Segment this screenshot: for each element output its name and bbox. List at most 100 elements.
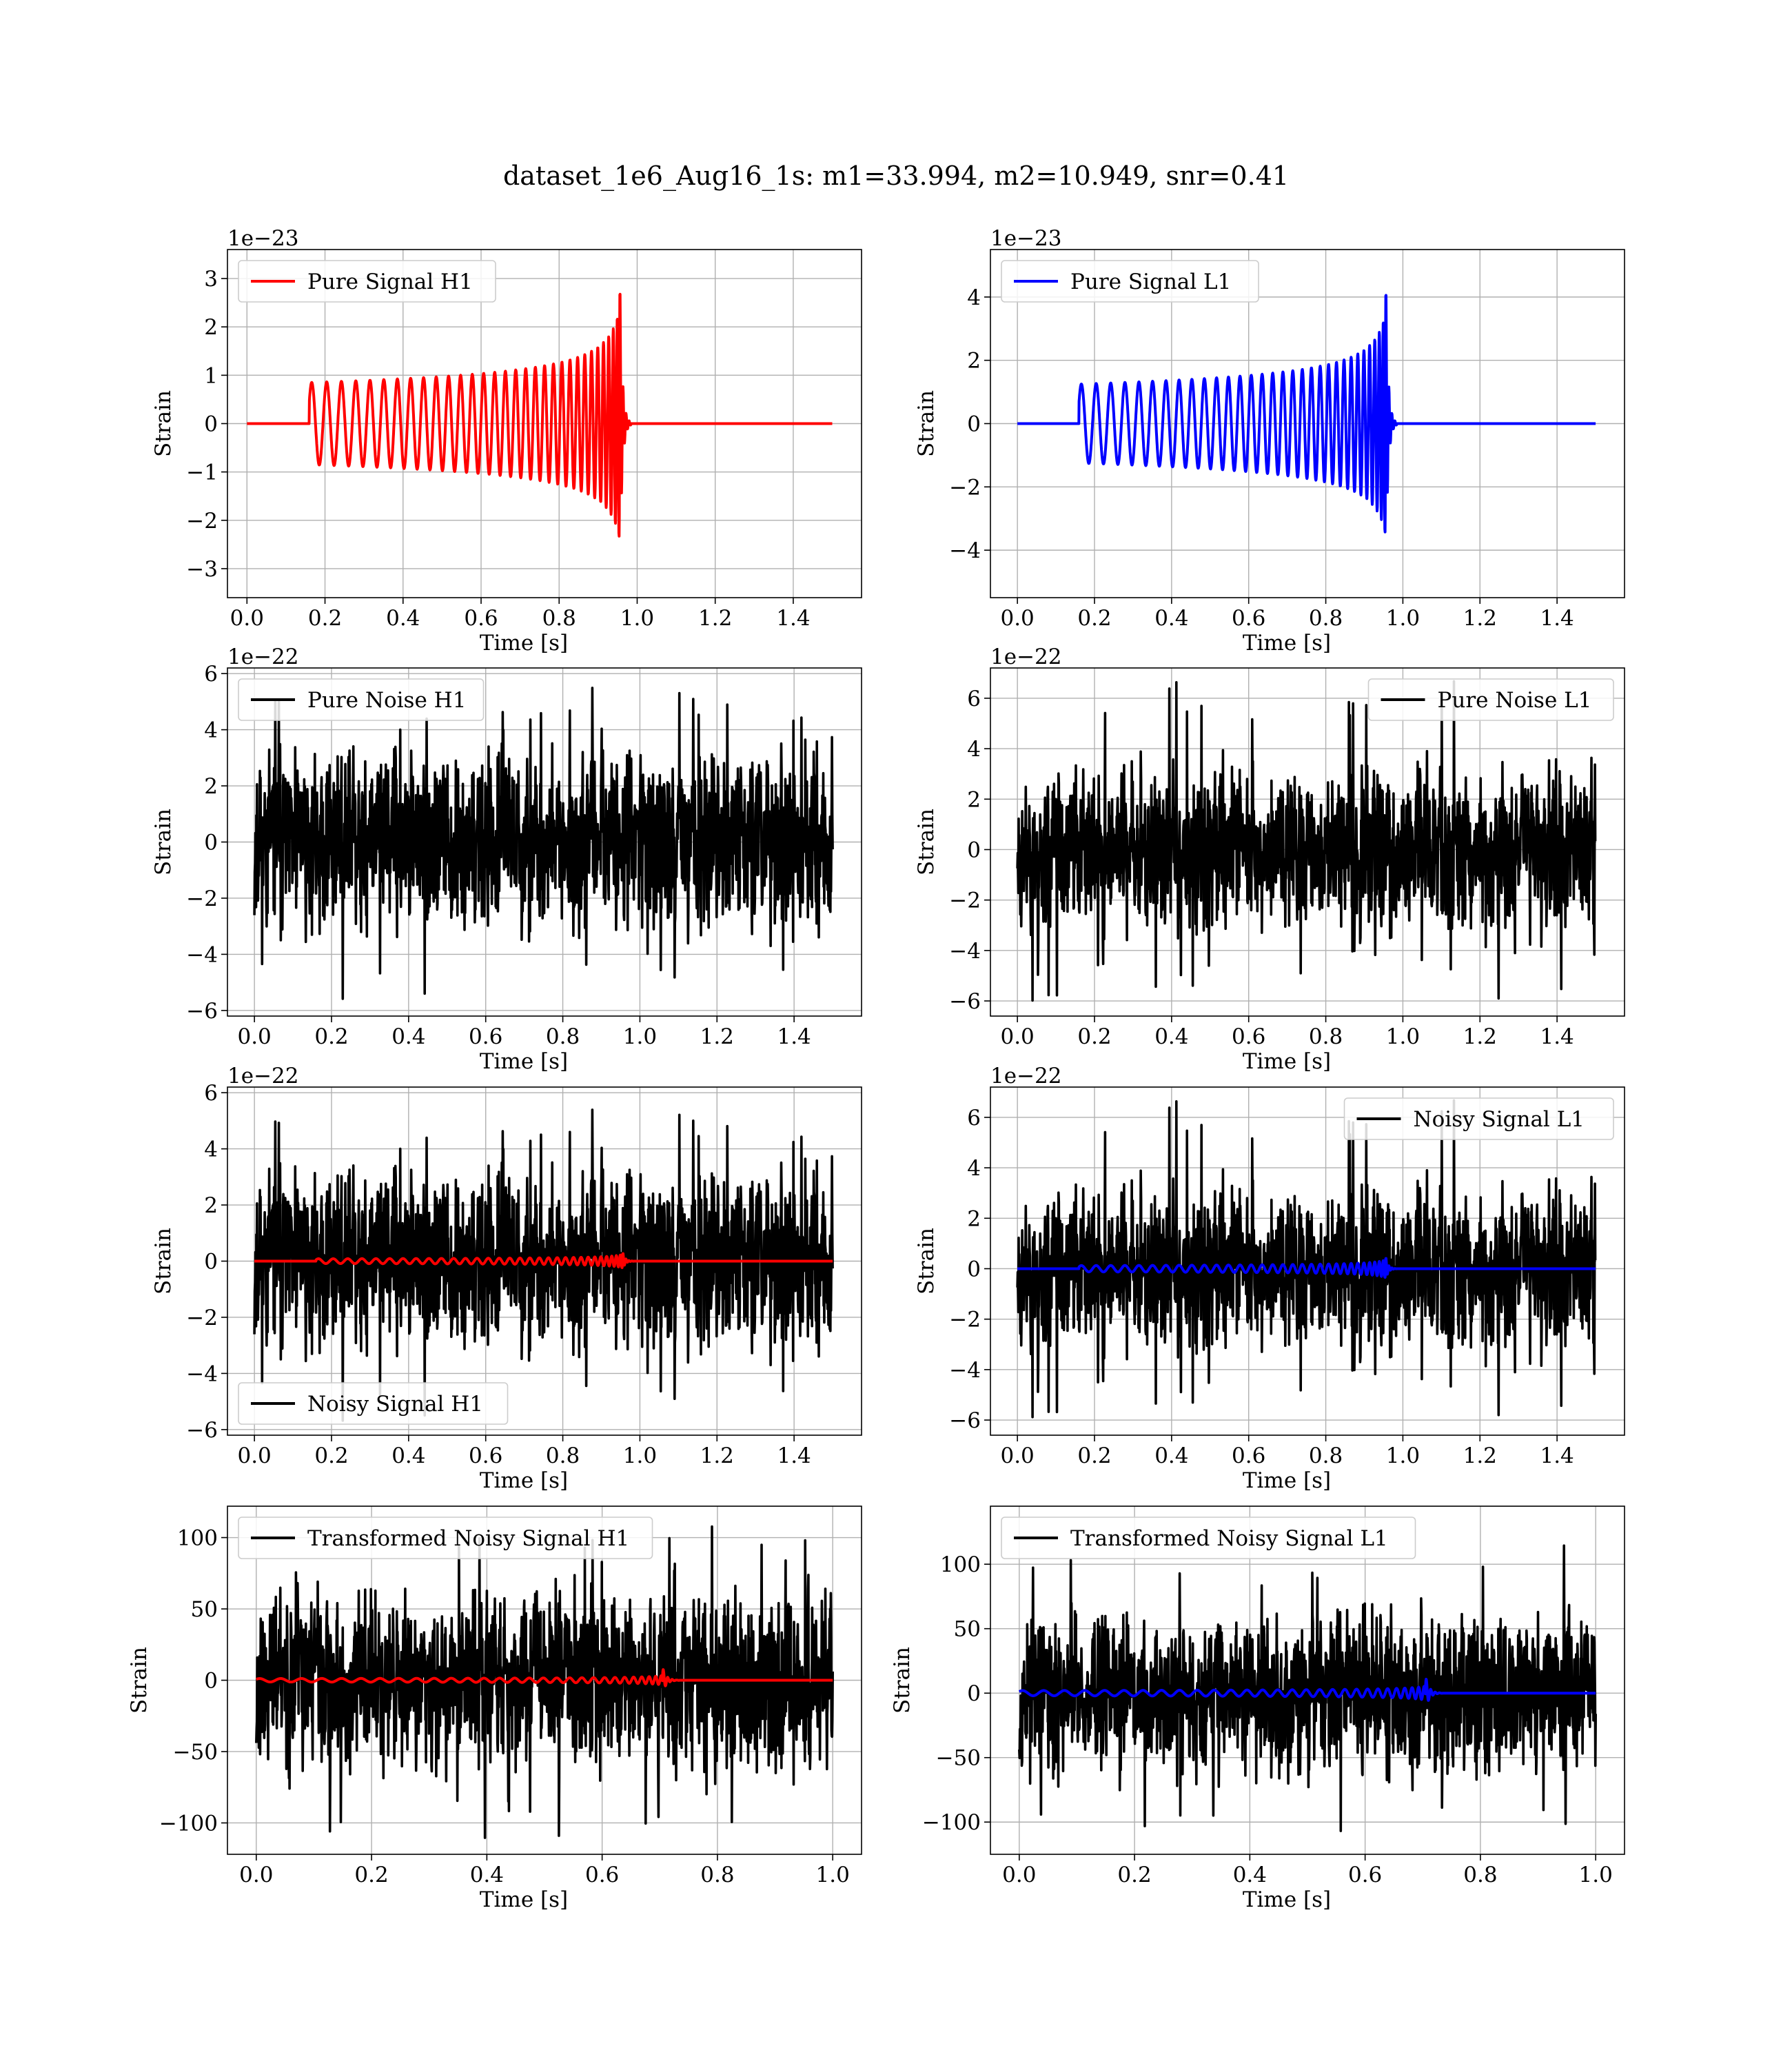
legend-box [238, 678, 485, 721]
y-tick-label: 2 [967, 1206, 981, 1231]
series-line-overlay-1 [1016, 1257, 1597, 1279]
x-axis-label: Time [s] [1243, 1049, 1331, 1074]
series-line-pure-signal-h1 [245, 292, 834, 538]
x-tick-label: 0.6 [469, 1024, 502, 1049]
x-tick-label: 0.4 [470, 1863, 504, 1887]
x-tick-label: 0.0 [1000, 1443, 1034, 1468]
y-tick-label: −2 [186, 509, 218, 534]
axes-frame [990, 1506, 1625, 1855]
x-tick-label: 0.2 [354, 1863, 388, 1887]
x-tick-label: 1.4 [777, 1443, 811, 1468]
y-tick-label: 6 [204, 1081, 218, 1106]
y-tick-label: −2 [186, 886, 218, 911]
y-axis-label: Strain [127, 1647, 152, 1714]
x-tick-label: 1.4 [1540, 1024, 1574, 1049]
y-tick-label: 2 [967, 787, 981, 812]
x-tick-label: 0.8 [546, 1024, 580, 1049]
legend: Transformed Noisy Signal H1 [238, 1517, 653, 1559]
y-tick-label: 0 [204, 1669, 218, 1694]
y-tick-label: 2 [967, 349, 981, 374]
legend: Pure Noise H1 [238, 678, 485, 721]
x-tick-label: 0.6 [469, 1443, 502, 1468]
x-axis-label: Time [s] [480, 1468, 568, 1493]
figure-title: dataset_1e6_Aug16_1s: m1=33.994, m2=10.9… [503, 161, 1289, 192]
y-tick-label: −2 [949, 475, 981, 500]
legend-label: Noisy Signal L1 [1414, 1107, 1585, 1132]
y-tick-label: −6 [949, 1408, 981, 1433]
offset-text: 1e−22 [227, 1064, 299, 1088]
x-tick-label: 0.0 [230, 606, 264, 631]
series-line-pure-noise-l1 [1016, 680, 1597, 1002]
y-tick-label: 6 [967, 687, 981, 711]
x-tick-label: 1.0 [623, 1443, 657, 1468]
x-tick-label: 0.6 [1348, 1863, 1382, 1887]
y-tick-label: 3 [204, 267, 218, 292]
y-tick-label: 50 [191, 1597, 218, 1622]
y-tick-label: 4 [967, 285, 981, 310]
offset-text: 1e−23 [227, 226, 299, 251]
y-tick-label: 4 [204, 1137, 218, 1162]
y-axis-label: Strain [151, 390, 176, 457]
x-axis-label: Time [s] [480, 1049, 568, 1074]
x-tick-label: 0.6 [1232, 1443, 1265, 1468]
x-tick-label: 1.2 [700, 1024, 734, 1049]
x-tick-label: 0.2 [1077, 1443, 1111, 1468]
subplot-grid: 0.0 0.2 0.4 0.6 0.8 1.0 1.2 1.4 −3 −2 −1 0 1 2 3 Time [… [127, 226, 1625, 1912]
legend-label: Pure Noise L1 [1438, 688, 1592, 713]
y-tick-label: 100 [940, 1552, 981, 1577]
y-tick-label: 0 [204, 831, 218, 855]
x-tick-label: 1.4 [1540, 606, 1574, 631]
legend-box [238, 1517, 653, 1559]
y-tick-label: 50 [954, 1617, 981, 1642]
x-tick-label: 0.4 [391, 1443, 425, 1468]
x-tick-label: 1.2 [1463, 606, 1497, 631]
x-tick-label: 0.8 [1309, 606, 1343, 631]
series-line-overlay-1 [253, 1252, 834, 1269]
x-tick-label: 0.2 [314, 1443, 348, 1468]
legend-label: Pure Signal H1 [307, 270, 473, 294]
y-tick-label: −4 [949, 1358, 981, 1383]
x-tick-label: 0.8 [1309, 1443, 1343, 1468]
y-axis-label: Strain [914, 1228, 939, 1295]
x-tick-label: 1.0 [620, 606, 654, 631]
series-line-transformed-noisy-signal-h1 [255, 1525, 834, 1839]
legend-label: Pure Noise H1 [307, 688, 466, 713]
x-tick-label: 0.2 [308, 606, 342, 631]
subplot-5: 0.0 0.2 0.4 0.6 0.8 1.0 1.2 1.4 −6 −4 −2 0 2 4 6 Time [… [151, 1064, 862, 1493]
y-tick-label: −1 [186, 460, 218, 485]
axes-frame [990, 1086, 1625, 1436]
legend-label: Transformed Noisy Signal H1 [307, 1526, 629, 1551]
y-tick-label: 1 [204, 363, 218, 388]
x-tick-label: 0.4 [1233, 1863, 1267, 1887]
x-axis-label: Time [s] [1243, 1887, 1331, 1912]
x-tick-label: 1.2 [700, 1443, 734, 1468]
x-tick-label: 0.8 [546, 1443, 580, 1468]
y-tick-label: 100 [177, 1526, 218, 1551]
x-tick-label: 0.4 [1154, 1024, 1188, 1049]
x-tick-label: 0.6 [464, 606, 498, 631]
x-tick-label: 0.0 [239, 1863, 273, 1887]
legend: Transformed Noisy Signal L1 [1001, 1517, 1416, 1559]
y-tick-label: −2 [949, 889, 981, 913]
legend-box [1343, 1097, 1614, 1140]
x-tick-label: 1.0 [1579, 1863, 1613, 1887]
subplot-2: 0.0 0.2 0.4 0.6 0.8 1.0 1.2 1.4 −4 −2 0 2 4 Time [s] S… [914, 226, 1625, 656]
y-tick-label: 0 [967, 412, 981, 437]
x-axis-label: Time [s] [480, 1887, 568, 1912]
legend: Noisy Signal L1 [1343, 1097, 1614, 1140]
series-line-overlay-1 [1018, 1677, 1597, 1702]
series-line-pure-signal-l1 [1016, 294, 1597, 534]
x-tick-label: 0.4 [1154, 1443, 1188, 1468]
x-axis-label: Time [s] [1243, 631, 1331, 656]
y-tick-label: −4 [949, 939, 981, 964]
y-tick-label: 0 [967, 1681, 981, 1706]
x-tick-label: 1.4 [1540, 1443, 1574, 1468]
offset-text: 1e−23 [990, 226, 1062, 251]
y-tick-label: −2 [949, 1308, 981, 1332]
y-tick-label: −6 [186, 1418, 218, 1443]
y-tick-label: −6 [949, 989, 981, 1014]
y-tick-label: −50 [173, 1740, 218, 1765]
y-tick-label: 0 [204, 1250, 218, 1275]
x-axis-label: Time [s] [1243, 1468, 1331, 1493]
